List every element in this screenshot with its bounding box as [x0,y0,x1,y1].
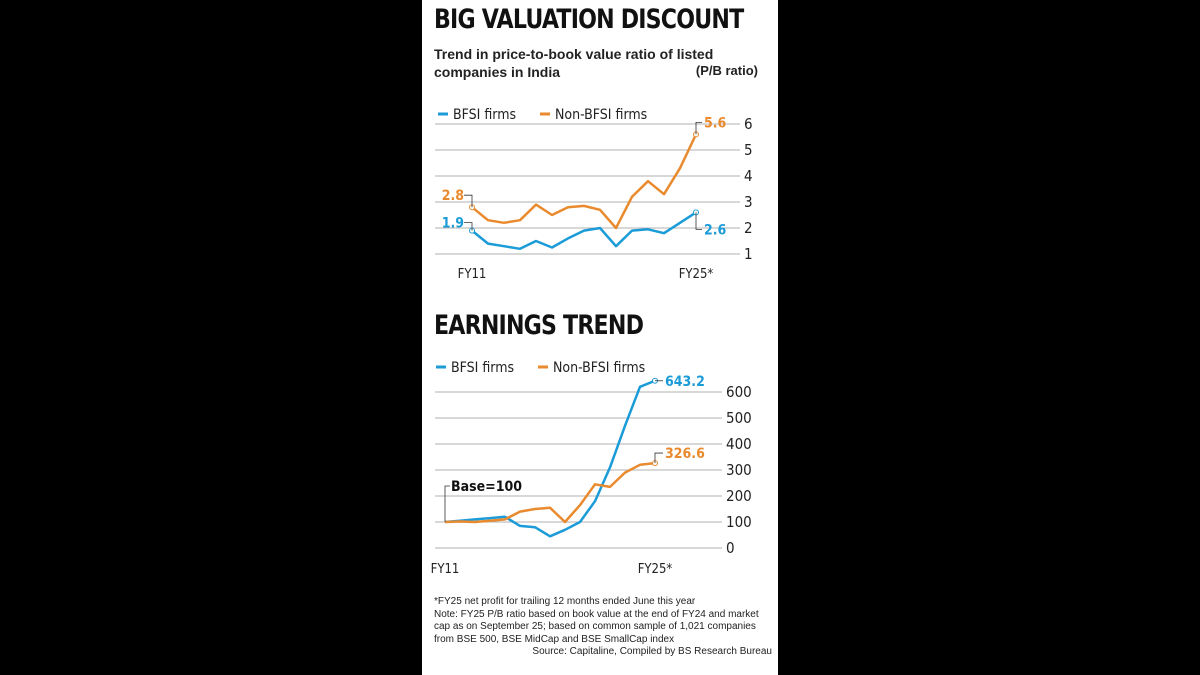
data-label: 2.6 [704,222,727,238]
x-tick-label: FY11 [458,267,487,282]
graphic-panel: BIG VALUATION DISCOUNT Trend in price-to… [422,0,778,675]
chart-title: EARNINGS TREND [434,310,644,341]
label-leader [695,212,702,230]
legend-label: Non-BFSI firms [555,107,647,123]
chart-title: BIG VALUATION DISCOUNT [434,4,744,35]
series-line [471,133,698,230]
y-tick-label: 300 [726,461,752,479]
charts: 1 2 3 4 5 6 FY11 FY25* BFSI firms 1.9 2.6 Non-BFSI … [431,107,753,577]
y-tick-label: 100 [726,513,752,531]
footnote-note: Note: FY25 P/B ratio based on book value… [434,608,759,645]
label-leader [695,122,702,135]
y-tick-label: 3 [744,193,753,211]
y-tick-label: 6 [744,115,753,133]
label-leader [464,222,473,231]
annotation-leader [444,485,450,522]
label-leader [464,194,473,208]
y-tick-label: 600 [726,383,752,401]
series-line [444,461,656,524]
source: Source: Capitaline, Compiled by BS Resea… [532,646,772,657]
x-tick-label: FY11 [431,562,460,577]
y-tick-label: 1 [744,245,753,263]
data-label: 643.2 [665,374,705,390]
chart-subtitle: Trend in price-to-book value ratio of li… [434,46,714,80]
series-line [444,379,656,538]
legend-label: BFSI firms [451,360,514,376]
y-axis-label: (P/B ratio) [695,63,758,78]
y-tick-label: 5 [744,141,753,159]
x-tick-label: FY25* [638,562,673,577]
y-tick-label: 200 [726,487,752,505]
legend-label: Non-BFSI firms [553,360,645,376]
data-label: 5.6 [704,115,727,131]
footnote-asterisk: *FY25 net profit for trailing 12 months … [434,596,696,607]
y-tick-label: 2 [744,219,753,237]
y-tick-label: 0 [726,539,735,557]
x-tick-label: FY25* [679,267,714,282]
data-label: 326.6 [665,446,705,462]
label-leader [654,452,663,464]
legend-label: BFSI firms [453,107,516,123]
y-tick-label: 400 [726,435,752,453]
footnote: *FY25 net profit for trailing 12 months … [434,596,772,659]
y-tick-label: 4 [744,167,753,185]
series-line [471,211,697,251]
y-tick-label: 500 [726,409,752,427]
data-label: 2.8 [442,188,464,204]
data-label: 1.9 [442,216,464,232]
annotation: Base=100 [451,479,522,495]
